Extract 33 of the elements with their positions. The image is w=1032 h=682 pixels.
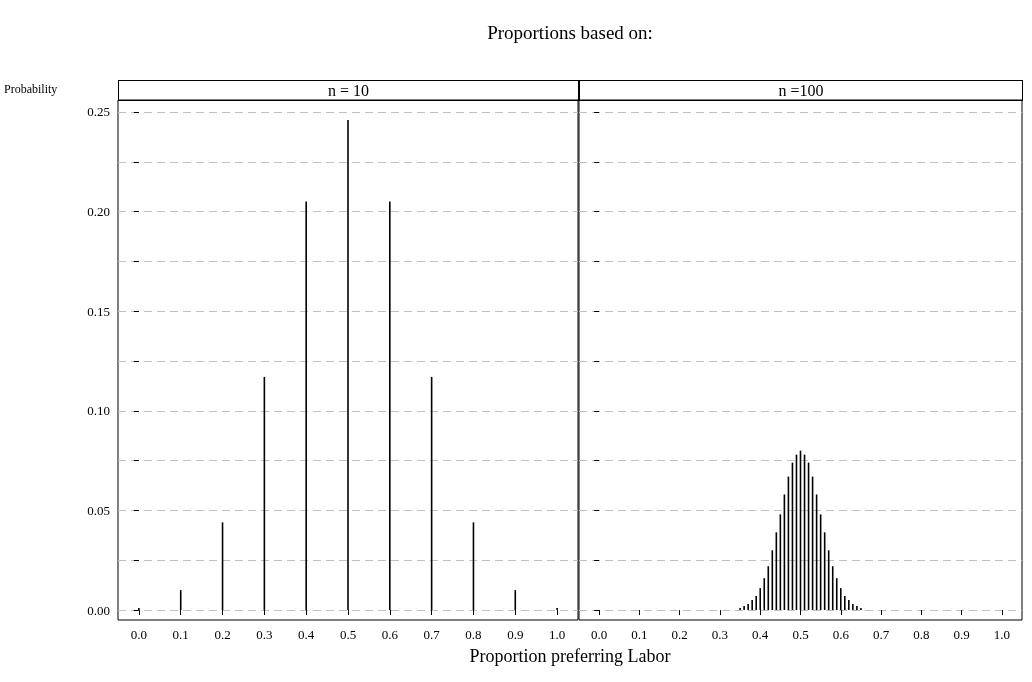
y-tick-label: 0.10 [87,403,110,419]
x-tick-label: 0.9 [953,627,970,642]
x-tick-label: 1.0 [993,627,1010,642]
x-tick-label: 0.1 [631,627,648,642]
x-tick-label: 0.4 [752,627,769,642]
x-tick-label: 0.6 [832,627,850,642]
x-tick-label: 0.6 [381,627,399,642]
x-tick-label: 0.8 [913,627,930,642]
y-tick-label: 0.25 [87,104,110,120]
x-tick-label: 0.8 [465,627,482,642]
x-tick-label: 0.2 [671,627,688,642]
x-tick-label: 0.5 [792,627,809,642]
x-tick-label: 1.0 [548,627,566,642]
chart-subtitle: n =100 [579,80,1023,101]
y-axis-title: Probability [4,82,58,97]
x-axis-title: Proportion preferring Labor [468,646,672,667]
x-tick-label: 0.9 [507,627,524,642]
chart-title: Proportions based on: [486,22,654,44]
y-tick-label: 0.05 [87,502,110,518]
x-tick-label: 0.3 [711,627,729,642]
x-tick-label: 0.0 [130,627,148,642]
y-tick-label: 0.20 [87,204,110,220]
y-tick-label: 0.00 [87,602,110,618]
x-tick-label: 0.4 [298,627,315,642]
x-tick-label: 0.3 [256,627,273,642]
x-tick-label: 0.7 [423,627,441,642]
x-tick-label: 0.7 [872,627,890,642]
y-tick-label: 0.15 [87,303,110,319]
x-tick-label: 0.1 [172,627,189,642]
x-tick-label: 0.5 [339,627,357,642]
chart-subtitle: n = 10 [118,80,579,101]
x-tick-label: 0.2 [214,627,231,642]
x-tick-label: 0.0 [591,627,608,642]
